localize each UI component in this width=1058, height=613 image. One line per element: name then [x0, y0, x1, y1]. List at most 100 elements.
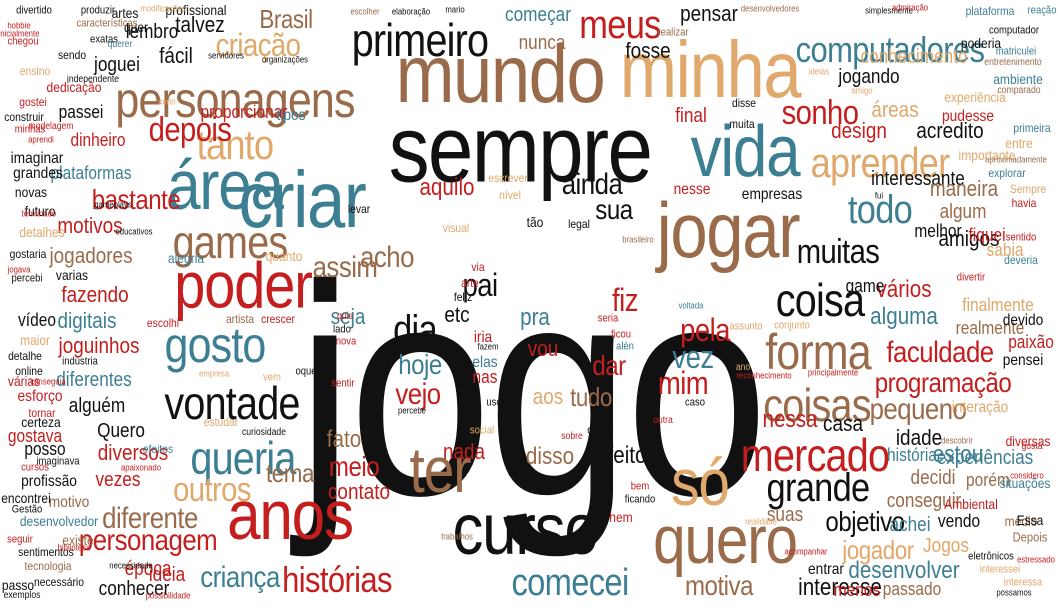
- cloud-word: quanto: [265, 248, 303, 264]
- cloud-word: ideia: [148, 564, 186, 586]
- cloud-word: querer: [107, 39, 133, 50]
- cloud-word: nada: [442, 439, 486, 464]
- cloud-word: só: [671, 445, 730, 519]
- cloud-word: poderia: [960, 35, 1002, 51]
- cloud-word: depois: [148, 111, 232, 149]
- cloud-word: experiência: [944, 89, 1006, 105]
- cloud-word: plataformas: [50, 163, 132, 183]
- cloud-word: ainda: [561, 168, 623, 201]
- cloud-word: escolhi: [146, 316, 180, 330]
- cloud-word: programação: [874, 367, 1012, 398]
- cloud-word: ambiente: [993, 71, 1043, 87]
- cloud-word: Depois: [1012, 529, 1048, 545]
- cloud-word: achei: [889, 514, 931, 536]
- cloud-word: sabia: [986, 240, 1024, 260]
- cloud-word: tecnologia: [24, 559, 72, 573]
- cloud-word: realidade: [745, 516, 777, 527]
- cloud-word: alguma: [870, 303, 938, 330]
- cloud-word: admiração: [891, 2, 929, 13]
- cloud-word: descobrir: [941, 435, 973, 446]
- cloud-word: fiquei: [968, 225, 1006, 245]
- cloud-word: sua: [595, 194, 633, 225]
- cloud-word: interesse: [798, 574, 882, 601]
- cloud-word: aprendi: [28, 134, 54, 145]
- cloud-word: outros: [173, 471, 251, 509]
- cloud-word: joguei: [94, 54, 140, 76]
- cloud-word: histórias: [282, 559, 392, 600]
- cloud-word: época: [124, 558, 172, 580]
- cloud-word: pra: [520, 304, 550, 331]
- cloud-word: anos: [227, 476, 354, 554]
- cloud-word: menos: [833, 580, 881, 600]
- cloud-word: amigos: [938, 226, 1000, 251]
- cloud-word: médio: [1004, 513, 1038, 529]
- cloud-word: fiz: [612, 282, 638, 318]
- cloud-word: vez: [672, 339, 714, 375]
- cloud-word: primeiro: [351, 14, 489, 66]
- cloud-word: desenvolvedor: [19, 513, 99, 529]
- cloud-word: computador: [989, 24, 1039, 37]
- cloud-word: quer: [123, 19, 149, 35]
- cloud-word: fazendo: [61, 282, 129, 307]
- cloud-word: casa: [823, 411, 863, 436]
- cloud-word: construir: [4, 110, 44, 124]
- cloud-word: encontrei: [1, 490, 51, 506]
- cloud-word: motivo: [48, 494, 90, 511]
- cloud-word: artista: [225, 312, 255, 326]
- cloud-word: Sempre: [1009, 182, 1047, 196]
- cloud-word: conhecer: [98, 578, 170, 600]
- cloud-word: imaginar: [10, 150, 64, 167]
- cloud-word: coisas: [763, 379, 871, 431]
- cloud-word: grande: [766, 466, 871, 510]
- cloud-word: jogar: [656, 186, 801, 274]
- cloud-word: organizações: [261, 54, 309, 65]
- cloud-word: vida: [690, 112, 801, 192]
- cloud-word: minha: [619, 25, 802, 114]
- cloud-word: tornar: [28, 406, 56, 420]
- cloud-word: feliz: [453, 290, 473, 304]
- cloud-word: novas: [14, 184, 48, 200]
- cloud-word: chegou: [7, 35, 39, 48]
- cloud-word: bem: [630, 480, 650, 493]
- cloud-word: explorar: [988, 166, 1026, 180]
- cloud-word: tema: [266, 458, 314, 488]
- cloud-word: tudo: [570, 382, 612, 412]
- cloud-word: conseguir: [886, 490, 962, 512]
- cloud-word: alegria: [167, 250, 205, 266]
- cloud-word: pensei: [1002, 352, 1044, 369]
- cloud-word: quis: [337, 311, 353, 322]
- cloud-word: passado: [882, 579, 942, 599]
- cloud-word: varias: [55, 267, 89, 283]
- cloud-word: hoje: [398, 349, 442, 380]
- cloud-word: nível: [499, 188, 521, 202]
- cloud-word: objetivo: [825, 506, 905, 537]
- cloud-word: gostaria: [9, 247, 47, 261]
- cloud-word: criação: [215, 27, 301, 63]
- cloud-word: cursos: [21, 461, 49, 474]
- cloud-word: via: [471, 260, 485, 274]
- cloud-word: modificações: [140, 3, 186, 14]
- cloud-word: Jogos: [923, 535, 969, 557]
- cloud-word: jogadores: [49, 243, 133, 268]
- cloud-word: acompanhar: [784, 546, 828, 557]
- cloud-word: educativos: [115, 226, 153, 237]
- cloud-word: tanto: [196, 121, 274, 168]
- cloud-word: entretenimento: [984, 57, 1042, 68]
- cloud-word: diversos: [97, 440, 169, 465]
- cloud-word: futuro: [24, 203, 56, 219]
- cloud-word: lembro: [125, 21, 179, 43]
- cloud-word: gosta: [1021, 441, 1043, 452]
- cloud-word: poder: [174, 248, 313, 322]
- cloud-word: meus: [579, 3, 661, 47]
- cloud-word: gameplays: [94, 199, 132, 210]
- cloud-word: divertido: [16, 4, 52, 17]
- cloud-word: começar: [505, 4, 571, 26]
- cloud-word: empresa: [198, 368, 230, 379]
- cloud-word: iria: [473, 329, 493, 346]
- cloud-word: vem: [263, 371, 281, 384]
- cloud-word: muitas: [796, 233, 880, 271]
- cloud-word: voltada: [678, 300, 704, 311]
- cloud-word: vendo: [937, 511, 981, 531]
- cloud-word: contato: [327, 479, 391, 504]
- cloud-word: desenvolvedores: [740, 3, 800, 14]
